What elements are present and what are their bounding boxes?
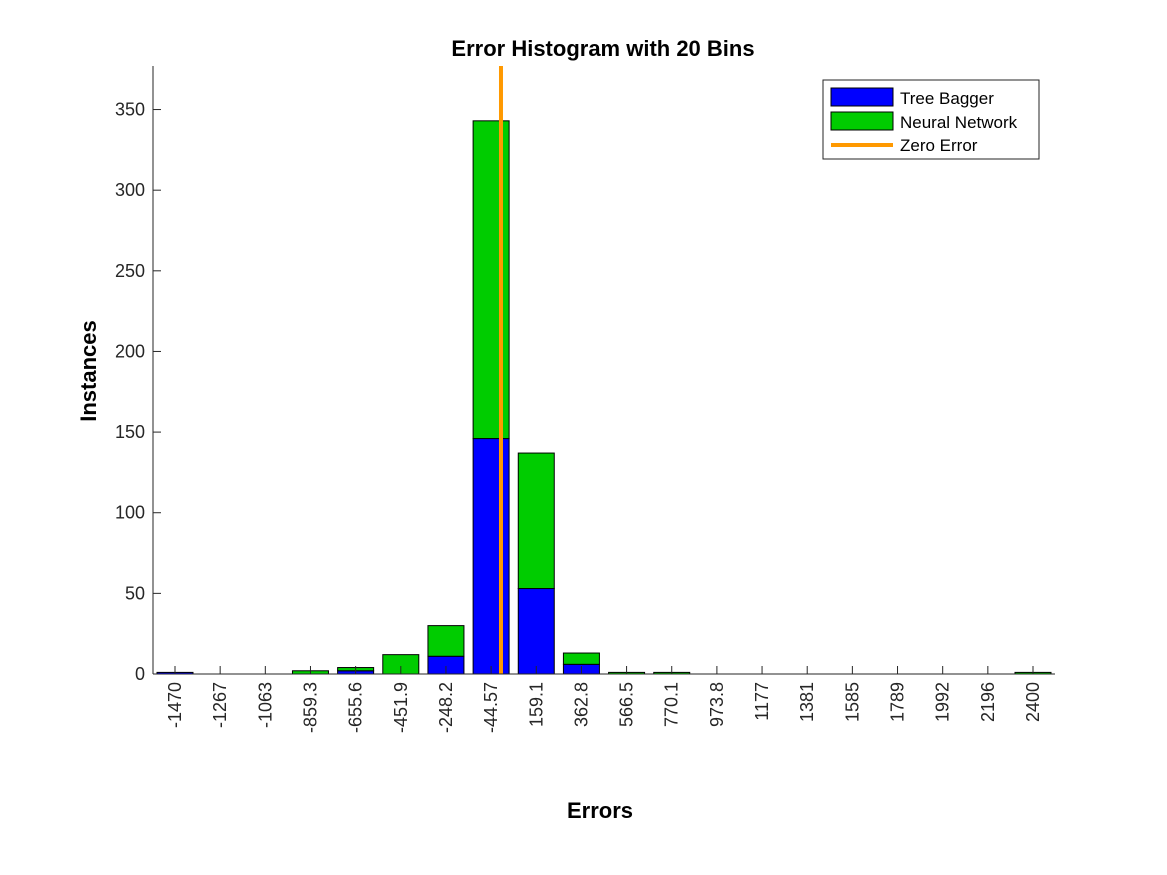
y-tick-label: 300 <box>115 180 145 200</box>
y-tick-label: 0 <box>135 664 145 684</box>
bar-neural-network-8 <box>517 452 555 590</box>
x-tick-label: -1470 <box>165 682 185 728</box>
legend-label-tree-bagger: Tree Bagger <box>900 89 994 108</box>
x-tick-label: -44.57 <box>481 682 501 733</box>
x-tick-label: -1267 <box>210 682 230 728</box>
x-tick-label: 1585 <box>842 682 862 722</box>
bars-layer <box>156 120 1052 675</box>
x-tick-label: 362.8 <box>571 682 591 727</box>
y-tick-label: 50 <box>125 583 145 603</box>
y-axis-title: Instances <box>76 320 101 422</box>
x-tick-label: -859.3 <box>300 682 320 733</box>
x-tick-label: 1789 <box>888 682 908 722</box>
legend-label-neural-network: Neural Network <box>900 113 1018 132</box>
legend-swatch-neural-network <box>830 111 894 131</box>
legend: Tree Bagger Neural Network Zero Error <box>822 79 1040 160</box>
y-ticks-layer: 0 50 100 150 200 250 300 350 <box>115 100 161 684</box>
x-ticks-layer: -1470 -1267 -1063 -859.3 -655.6 -451.9 -248.2 -… <box>165 666 1043 733</box>
x-tick-label: 1381 <box>797 682 817 722</box>
x-tick-label: -1063 <box>255 682 275 728</box>
x-tick-label: 2400 <box>1023 682 1043 722</box>
bar-neural-network-6 <box>427 625 465 657</box>
x-tick-label: 973.8 <box>707 682 727 727</box>
x-tick-label: 770.1 <box>662 682 682 727</box>
x-tick-label: 1177 <box>752 682 772 721</box>
legend-swatch-tree-bagger <box>830 87 894 107</box>
bar-neural-network-7 <box>472 120 510 440</box>
chart-title: Error Histogram with 20 Bins <box>451 36 754 61</box>
axes-layer <box>152 66 1055 675</box>
bar-tree-bagger-8 <box>517 588 555 675</box>
bar-neural-network-9 <box>562 652 600 665</box>
y-tick-label: 350 <box>115 100 145 120</box>
y-tick-label: 250 <box>115 261 145 281</box>
x-tick-label: 1992 <box>933 682 953 722</box>
x-tick-label: 159.1 <box>526 682 546 727</box>
x-tick-label: -451.9 <box>391 682 411 733</box>
legend-label-zero-error: Zero Error <box>900 136 978 155</box>
x-tick-label: -248.2 <box>436 682 456 733</box>
bar-tree-bagger-7 <box>472 438 510 675</box>
y-tick-label: 150 <box>115 422 145 442</box>
x-tick-label: 566.5 <box>617 682 637 727</box>
x-axis-title: Errors <box>567 798 633 823</box>
y-tick-label: 200 <box>115 341 145 361</box>
x-tick-label: 2196 <box>978 682 998 722</box>
x-tick-label: -655.6 <box>346 682 366 733</box>
y-tick-label: 100 <box>115 503 145 523</box>
